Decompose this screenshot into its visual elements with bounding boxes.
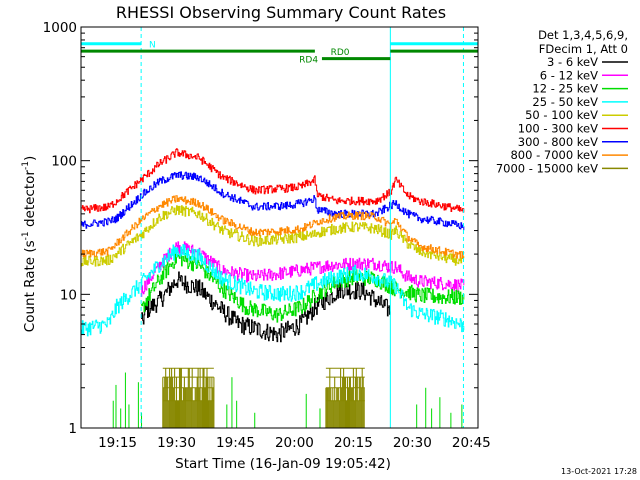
series-line-800-7000-kev [81,195,465,259]
x-tick-label: 20:45 [452,435,491,451]
y-axis-label: Count Rate (s-1 detector-1) [21,156,38,332]
y-tick-label: 1 [68,421,77,437]
series-line-3-6-kev [141,271,391,343]
flag-label-rd4: RD4 [299,56,318,66]
chart-title: RHESSI Observing Summary Count Rates [116,3,446,22]
legend-label: 300 - 800 keV [518,135,598,149]
x-tick-label: 20:15 [334,435,373,451]
x-tick-label: 19:30 [157,435,196,451]
series-line-300-800-kev [81,171,465,231]
flag-label-rd0: RD0 [331,48,350,58]
legend: Det 1,3,4,5,6,9,FDecim 1, Att 03 - 6 keV… [496,28,628,175]
legend-label: 50 - 100 keV [525,108,598,122]
plot-frame [80,26,479,429]
legend-label: 7000 - 15000 keV [496,161,598,175]
flag-label-n: N [149,41,156,51]
legend-label: 800 - 7000 keV [510,148,598,162]
x-tick-label: 20:00 [275,435,314,451]
legend-label: 6 - 12 keV [540,68,598,82]
legend-header-line: Det 1,3,4,5,6,9, [538,28,628,42]
y-tick-label: 100 [51,154,77,170]
legend-label: 3 - 6 keV [547,55,598,69]
x-tick-label: 19:15 [98,435,137,451]
generation-timestamp: 13-Oct-2021 17:28 [561,467,637,476]
legend-label: 25 - 50 keV [532,95,598,109]
series-line-100-300-kev [81,148,465,214]
series-7000-15000-kev-bars [162,367,365,428]
legend-label: 12 - 25 keV [532,82,598,96]
series-line-25-50-kev [81,244,465,337]
y-tick-label: 10 [60,287,77,303]
legend-header-line: FDecim 1, Att 0 [539,42,628,56]
x-tick-label: 19:45 [216,435,255,451]
isolated-count-spikes [112,372,463,428]
series-line-50-100-kev [81,205,465,267]
legend-label: 100 - 300 keV [518,122,598,136]
y-tick-label: 1000 [43,20,77,36]
x-axis-label: Start Time (16-Jan-09 19:05:42) [175,456,391,472]
x-tick-label: 20:30 [393,435,432,451]
